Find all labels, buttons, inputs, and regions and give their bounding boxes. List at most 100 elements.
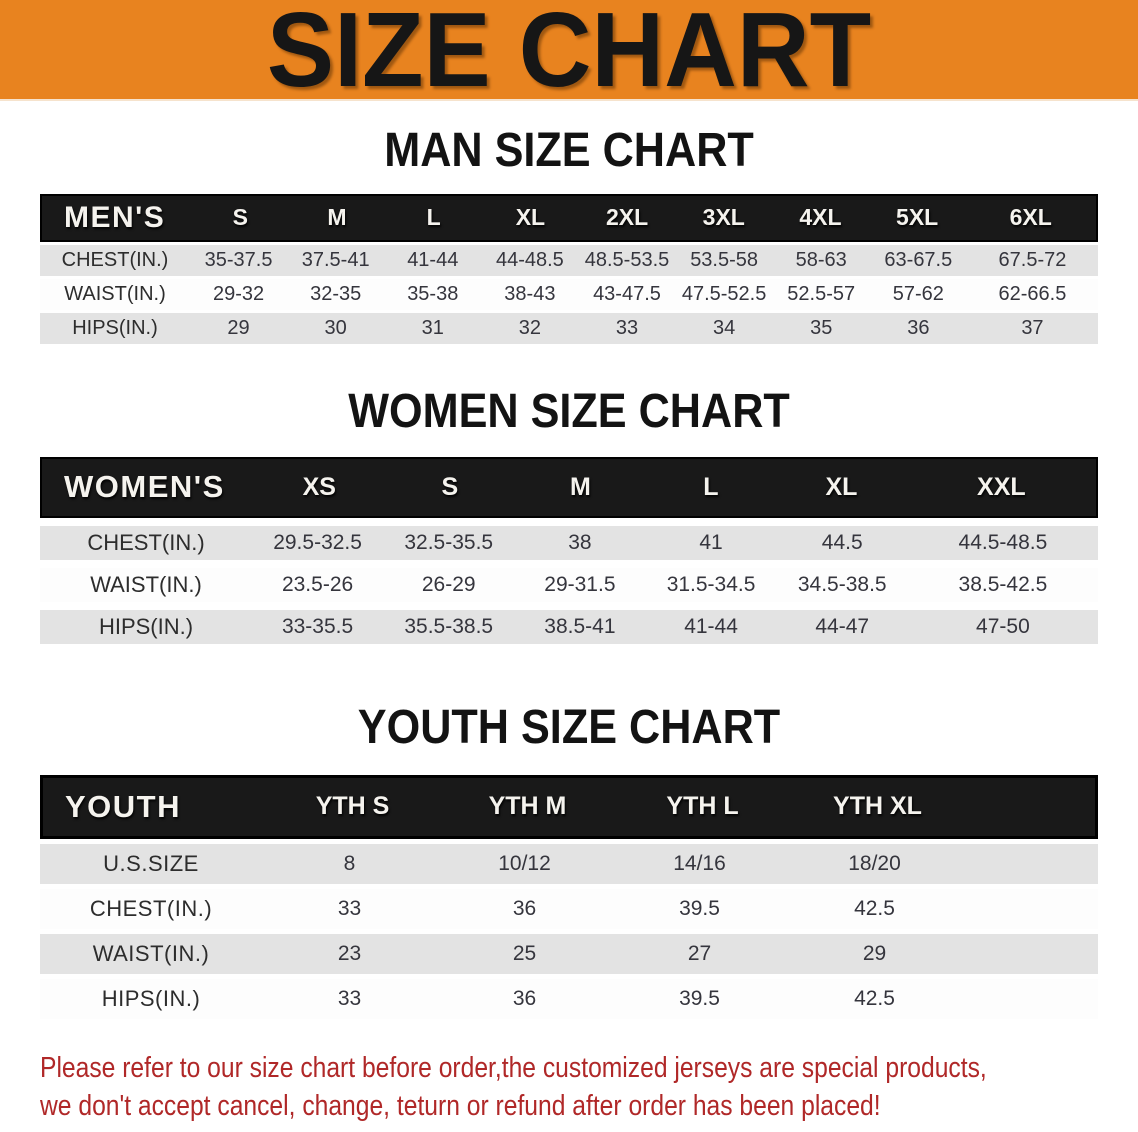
value-cell: 32.5-35.5	[404, 530, 494, 554]
value-cell: 41-44	[684, 614, 738, 638]
value-cell: 58-63	[795, 248, 847, 271]
value-cell: 38.5-41	[544, 614, 616, 638]
value-cell: 29-32	[212, 282, 265, 305]
value-cell: 29-31.5	[544, 572, 616, 596]
value-cell: 39.5	[679, 896, 720, 920]
men-row-label-chest: CHEST(IN.)	[61, 248, 169, 271]
women-section: WOMEN SIZE CHART WOMEN'S XS S M L XL XXL CHEST(I…	[0, 387, 1138, 644]
men-section-title: MAN SIZE CHART	[384, 124, 754, 177]
banner: SIZE CHART	[0, 0, 1138, 109]
column-header-yth-xl: YTH XL	[833, 792, 922, 821]
column-header-m: M	[327, 204, 347, 231]
column-header-2xl: 2XL	[605, 204, 649, 231]
value-cell: 38-43	[504, 282, 556, 305]
column-header-6xl: 6XL	[1009, 204, 1052, 231]
women-row-waist: WAIST(IN.) 23.5-26 26-29 29-31.5 31.5-34.5 34…	[40, 567, 1098, 602]
value-cell: 32-35	[310, 282, 362, 305]
women-row-chest: CHEST(IN.) 29.5-32.5 32.5-35.5 38 41 44.5 44.5…	[40, 525, 1098, 560]
value-cell: 23	[337, 941, 362, 965]
value-cell: 33	[615, 316, 639, 339]
value-cell: 31	[421, 316, 444, 339]
value-cell: 67.5-72	[998, 248, 1067, 271]
value-cell: 37	[1021, 316, 1044, 339]
women-row-label-waist: WAIST(IN.)	[90, 571, 202, 597]
column-header-l: L	[703, 472, 719, 501]
youth-row-label-us-size: U.S.SIZE	[103, 850, 199, 876]
value-cell: 41-44	[407, 248, 459, 271]
value-cell: 44.5	[821, 530, 863, 554]
column-header-yth-s: YTH S	[315, 792, 390, 821]
value-cell: 31.5-34.5	[666, 572, 756, 596]
value-cell: 29	[862, 941, 887, 965]
value-cell: 36	[512, 896, 537, 920]
youth-row-chest: CHEST(IN.) 33 36 39.5 42.5	[40, 888, 1098, 929]
value-cell: 34.5-38.5	[797, 572, 887, 596]
value-cell: 33	[337, 986, 362, 1010]
value-cell: 35-37.5	[204, 248, 273, 271]
value-cell: 38.5-42.5	[958, 572, 1048, 596]
value-cell: 25	[512, 941, 537, 965]
value-cell: 35-38	[407, 282, 459, 305]
value-cell: 62-66.5	[998, 282, 1067, 305]
value-cell: 27	[687, 941, 712, 965]
value-cell: 48.5-53.5	[584, 248, 670, 271]
column-header-5xl: 5XL	[896, 204, 939, 231]
value-cell: 63-67.5	[884, 248, 953, 271]
column-header-3xl: 3XL	[702, 204, 745, 231]
men-row-label-waist: WAIST(IN.)	[64, 282, 166, 305]
value-cell: 44-48.5	[495, 248, 564, 271]
youth-section: YOUTH SIZE CHART YOUTH YTH S YTH M YTH L YTH …	[0, 700, 1138, 1019]
youth-row-us-size: U.S.SIZE 8 10/12 14/16 18/20	[40, 843, 1098, 884]
value-cell: 35	[810, 316, 833, 339]
value-cell: 26-29	[421, 572, 476, 596]
value-cell: 41	[699, 530, 723, 554]
men-header-row: MEN'S S M L XL 2XL 3XL 4XL 5XL 6XL	[40, 193, 1098, 242]
women-header-label: WOMEN'S	[64, 469, 225, 505]
value-cell: 42.5	[854, 986, 895, 1010]
column-header-xs: XS	[302, 472, 336, 501]
value-cell: 23.5-26	[281, 572, 354, 596]
value-cell: 36	[907, 316, 930, 339]
value-cell: 42.5	[854, 896, 895, 920]
value-cell: 29	[227, 316, 250, 339]
column-header-xl: XL	[515, 204, 546, 231]
women-row-hips: HIPS(IN.) 33-35.5 35.5-38.5 38.5-41 41-44 44-…	[40, 609, 1098, 644]
youth-row-label-waist: WAIST(IN.)	[92, 940, 210, 966]
youth-header-label: YOUTH	[65, 788, 181, 824]
value-cell: 57-62	[892, 282, 944, 305]
youth-row-label-chest: CHEST(IN.)	[89, 895, 213, 921]
value-cell: 44-47	[815, 614, 870, 638]
youth-header-row: YOUTH YTH S YTH M YTH L YTH XL	[40, 774, 1098, 839]
men-section: MAN SIZE CHART MEN'S S M L XL 2XL 3XL 4XL 5XL 6XL C…	[0, 124, 1138, 344]
value-cell: 30	[324, 316, 347, 339]
men-size-table: MEN'S S M L XL 2XL 3XL 4XL 5XL 6XL CHEST(IN.) 35-37…	[40, 193, 1098, 344]
value-cell: 14/16	[673, 851, 726, 875]
value-cell: 35.5-38.5	[404, 614, 494, 638]
youth-section-title: YOUTH SIZE CHART	[357, 700, 781, 754]
value-cell: 44.5-48.5	[958, 530, 1048, 554]
women-row-label-chest: CHEST(IN.)	[87, 529, 205, 555]
value-cell: 37.5-41	[301, 248, 370, 271]
value-cell: 33	[337, 896, 362, 920]
value-cell: 38	[568, 530, 592, 554]
column-header-yth-m: YTH M	[488, 792, 567, 821]
value-cell: 52.5-57	[787, 282, 856, 305]
value-cell: 34	[712, 316, 736, 339]
men-header-label: MEN'S	[64, 200, 166, 234]
value-cell: 8	[343, 851, 356, 875]
disclaimer: Please refer to our size chart before or…	[40, 1049, 1138, 1126]
value-cell: 43-47.5	[593, 282, 661, 305]
youth-row-label-hips: HIPS(IN.)	[101, 985, 201, 1011]
value-cell: 32	[518, 316, 541, 339]
value-cell: 18/20	[848, 851, 901, 875]
men-row-hips: HIPS(IN.) 29 30 31 32 33 34 35 36 37	[40, 312, 1098, 344]
column-header-s: S	[232, 204, 248, 231]
column-header-xxl: XXL	[977, 472, 1026, 501]
value-cell: 47-50	[976, 614, 1030, 638]
youth-row-hips: HIPS(IN.) 33 36 39.5 42.5	[40, 978, 1098, 1019]
value-cell: 47.5-52.5	[681, 282, 767, 305]
page-title: SIZE CHART	[266, 0, 872, 109]
men-row-waist: WAIST(IN.) 29-32 32-35 35-38 38-43 43-47.5 47.…	[40, 278, 1098, 310]
men-row-chest: CHEST(IN.) 35-37.5 37.5-41 41-44 44-48.5 48.5…	[40, 244, 1098, 276]
